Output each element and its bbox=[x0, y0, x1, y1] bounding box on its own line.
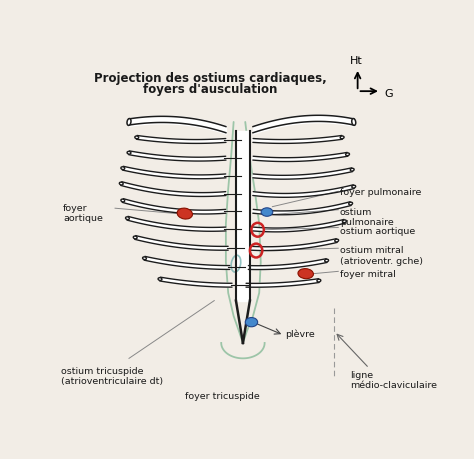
Polygon shape bbox=[135, 236, 228, 251]
Polygon shape bbox=[160, 278, 232, 287]
Polygon shape bbox=[128, 151, 226, 162]
Polygon shape bbox=[122, 167, 226, 179]
Text: foyer pulmonaire: foyer pulmonaire bbox=[340, 188, 421, 197]
Polygon shape bbox=[137, 136, 226, 144]
Polygon shape bbox=[253, 136, 342, 144]
Text: Projection des ostiums cardiaques,: Projection des ostiums cardiaques, bbox=[94, 72, 327, 85]
Ellipse shape bbox=[135, 137, 139, 140]
Ellipse shape bbox=[127, 119, 131, 126]
Text: foyers d'ausculation: foyers d'ausculation bbox=[143, 83, 278, 96]
Polygon shape bbox=[253, 153, 348, 162]
Text: ostium tricuspide
(atrioventriculaire dt): ostium tricuspide (atrioventriculaire dt… bbox=[61, 366, 163, 386]
Text: ostium aortique: ostium aortique bbox=[340, 226, 415, 235]
Ellipse shape bbox=[317, 280, 321, 282]
Ellipse shape bbox=[350, 169, 354, 172]
Text: foyer
aortique: foyer aortique bbox=[63, 203, 103, 223]
Ellipse shape bbox=[340, 137, 344, 140]
Text: foyer tricuspide: foyer tricuspide bbox=[185, 392, 259, 401]
Ellipse shape bbox=[261, 208, 273, 217]
Polygon shape bbox=[121, 182, 226, 197]
Polygon shape bbox=[246, 279, 319, 288]
Text: Ht: Ht bbox=[350, 56, 363, 66]
Ellipse shape bbox=[335, 240, 338, 242]
Polygon shape bbox=[253, 168, 353, 180]
Polygon shape bbox=[253, 202, 351, 215]
Ellipse shape bbox=[133, 236, 137, 239]
Ellipse shape bbox=[245, 318, 258, 327]
Ellipse shape bbox=[346, 154, 349, 157]
Ellipse shape bbox=[177, 209, 192, 219]
Ellipse shape bbox=[352, 186, 356, 189]
Text: ostium
pulmonaire: ostium pulmonaire bbox=[340, 207, 393, 227]
Text: foyer mitral: foyer mitral bbox=[340, 269, 395, 279]
Ellipse shape bbox=[158, 278, 162, 281]
Text: G: G bbox=[385, 89, 393, 99]
Ellipse shape bbox=[121, 168, 125, 170]
Text: ostium mitral
(atrioventr. gche): ostium mitral (atrioventr. gche) bbox=[340, 246, 423, 265]
Text: ligne
médio-claviculaire: ligne médio-claviculaire bbox=[350, 370, 437, 389]
Polygon shape bbox=[253, 185, 354, 198]
Ellipse shape bbox=[343, 220, 346, 223]
Ellipse shape bbox=[352, 119, 356, 126]
Polygon shape bbox=[248, 259, 327, 270]
Ellipse shape bbox=[325, 260, 328, 263]
Ellipse shape bbox=[121, 200, 125, 202]
Polygon shape bbox=[144, 257, 230, 270]
Polygon shape bbox=[122, 199, 226, 214]
Polygon shape bbox=[253, 220, 345, 232]
Ellipse shape bbox=[349, 203, 353, 206]
Text: plèvre: plèvre bbox=[285, 329, 315, 338]
Polygon shape bbox=[127, 217, 226, 232]
Ellipse shape bbox=[119, 183, 123, 185]
Ellipse shape bbox=[126, 218, 129, 220]
Ellipse shape bbox=[127, 152, 131, 155]
Ellipse shape bbox=[298, 269, 313, 279]
Polygon shape bbox=[251, 239, 337, 251]
Ellipse shape bbox=[143, 257, 146, 260]
